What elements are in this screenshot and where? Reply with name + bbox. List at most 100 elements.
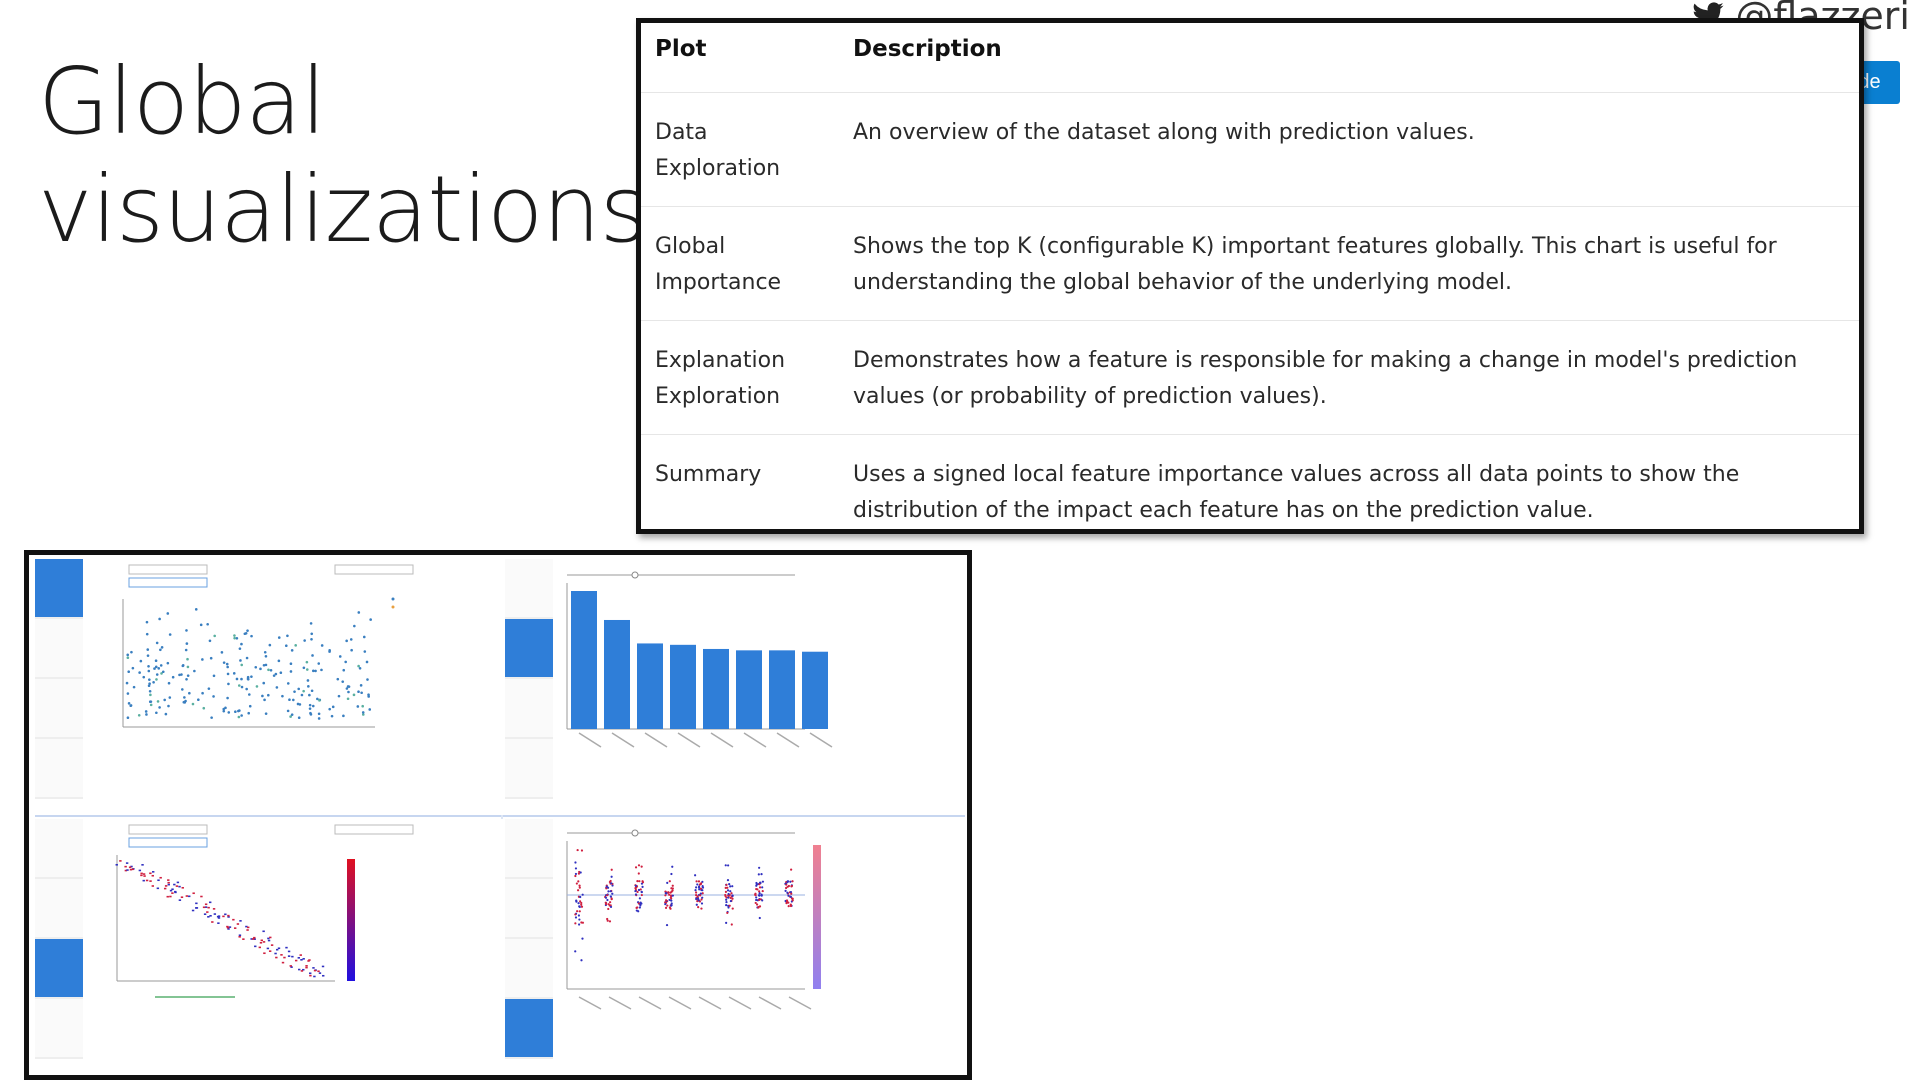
scatter-point [166, 895, 169, 898]
scatter-point [145, 632, 149, 636]
scatter-point [328, 650, 331, 653]
swarm-point [760, 893, 763, 896]
scatter-point [137, 713, 141, 717]
swarm-point [638, 897, 641, 900]
sidebar-tab[interactable] [505, 999, 553, 1059]
scatter-point [294, 959, 298, 962]
swarm-point [635, 909, 638, 912]
scatter-point [366, 678, 369, 681]
plot-name-line: Global [655, 234, 726, 259]
swarm-point [729, 899, 732, 903]
scatter-point [337, 694, 341, 698]
scatter-point [151, 874, 154, 877]
scatter-point [227, 914, 230, 917]
swarm-point [785, 900, 789, 903]
swarm-point [789, 880, 792, 883]
scatter-point [209, 656, 213, 660]
table-row: Global Importance Shows the top K (confi… [641, 206, 1859, 321]
swarm-point [731, 885, 734, 888]
swarm-point [671, 894, 674, 897]
scatter-point [232, 918, 235, 921]
scatter-point [274, 672, 278, 676]
scatter-point [308, 959, 311, 961]
scatter-point [174, 891, 177, 894]
scatter-point [245, 687, 248, 691]
scatter-point [250, 675, 253, 678]
scatter-point [312, 967, 315, 969]
swarm-point [724, 893, 727, 897]
scatter-point [181, 664, 185, 668]
sidebar-tab[interactable] [35, 619, 83, 679]
sidebar-tab[interactable] [505, 619, 553, 679]
scatter-point [143, 875, 146, 877]
swarm-point [574, 861, 577, 864]
explanation-exploration-panel [35, 819, 503, 1075]
scatter-point [226, 696, 229, 700]
swarm-point [637, 902, 640, 905]
scatter-point [167, 883, 170, 886]
scatter-point [129, 704, 133, 708]
scatter-point [204, 903, 208, 906]
scatter-point [155, 641, 159, 645]
scatter-point [309, 622, 313, 625]
sidebar-tab[interactable] [35, 739, 83, 799]
scatter-point [297, 716, 301, 720]
swarm-point [701, 892, 704, 895]
sidebar-tab[interactable] [35, 999, 83, 1059]
sidebar-tab[interactable] [505, 739, 553, 799]
scatter-point [262, 930, 265, 933]
scatter-point [173, 883, 176, 886]
scatter-point [206, 622, 209, 626]
scatter-point [305, 965, 308, 967]
sidebar-tab[interactable] [505, 679, 553, 739]
sidebar-tab[interactable] [35, 679, 83, 739]
scatter-point [344, 660, 347, 664]
sidebar-tab[interactable] [505, 879, 553, 939]
scatter-point [293, 690, 296, 693]
sidebar-tab[interactable] [35, 939, 83, 999]
swarm-point [727, 896, 730, 899]
sidebar-tab[interactable] [505, 559, 553, 619]
scatter-point [124, 865, 127, 868]
sidebar-tab[interactable] [505, 819, 553, 879]
scatter-point [246, 675, 250, 679]
sidebar-tab[interactable] [35, 559, 83, 619]
swarm-point [671, 865, 674, 868]
swarm-point [755, 903, 759, 906]
scatter-point [357, 664, 360, 668]
sidebar-tab[interactable] [35, 819, 83, 879]
scatter-point [361, 704, 364, 708]
scatter-point [148, 689, 152, 693]
swarm-point [790, 868, 793, 871]
sidebar-tab[interactable] [35, 879, 83, 939]
scatter-point [145, 620, 149, 624]
scatter-point [228, 926, 232, 928]
swarm-point [696, 897, 700, 900]
swarm-point [610, 868, 613, 871]
swarm-point [699, 892, 702, 895]
scatter-point [186, 674, 190, 677]
swarm-point [790, 892, 793, 895]
scatter-point [341, 680, 345, 683]
swarm-point [668, 880, 671, 883]
scatter-point [185, 678, 188, 681]
scatter-point [160, 646, 164, 649]
scatter-point [247, 711, 251, 715]
scatter-point [308, 707, 312, 710]
sidebar-tab[interactable] [505, 939, 553, 999]
scatter-point [263, 698, 266, 702]
swarm-point [577, 923, 581, 926]
scatter-point [208, 639, 212, 643]
scatter-point [361, 711, 365, 714]
scatter-point [303, 639, 306, 642]
scatter-point [322, 974, 325, 977]
panel-sidebar [35, 819, 83, 1075]
scatter-point [342, 714, 345, 718]
colorbar [347, 859, 355, 981]
scatter-point [277, 636, 281, 639]
scatter-point [224, 913, 227, 916]
scatter-point [251, 938, 255, 940]
tick-label [698, 996, 722, 1010]
scatter-point [148, 678, 151, 681]
bar [802, 651, 828, 729]
